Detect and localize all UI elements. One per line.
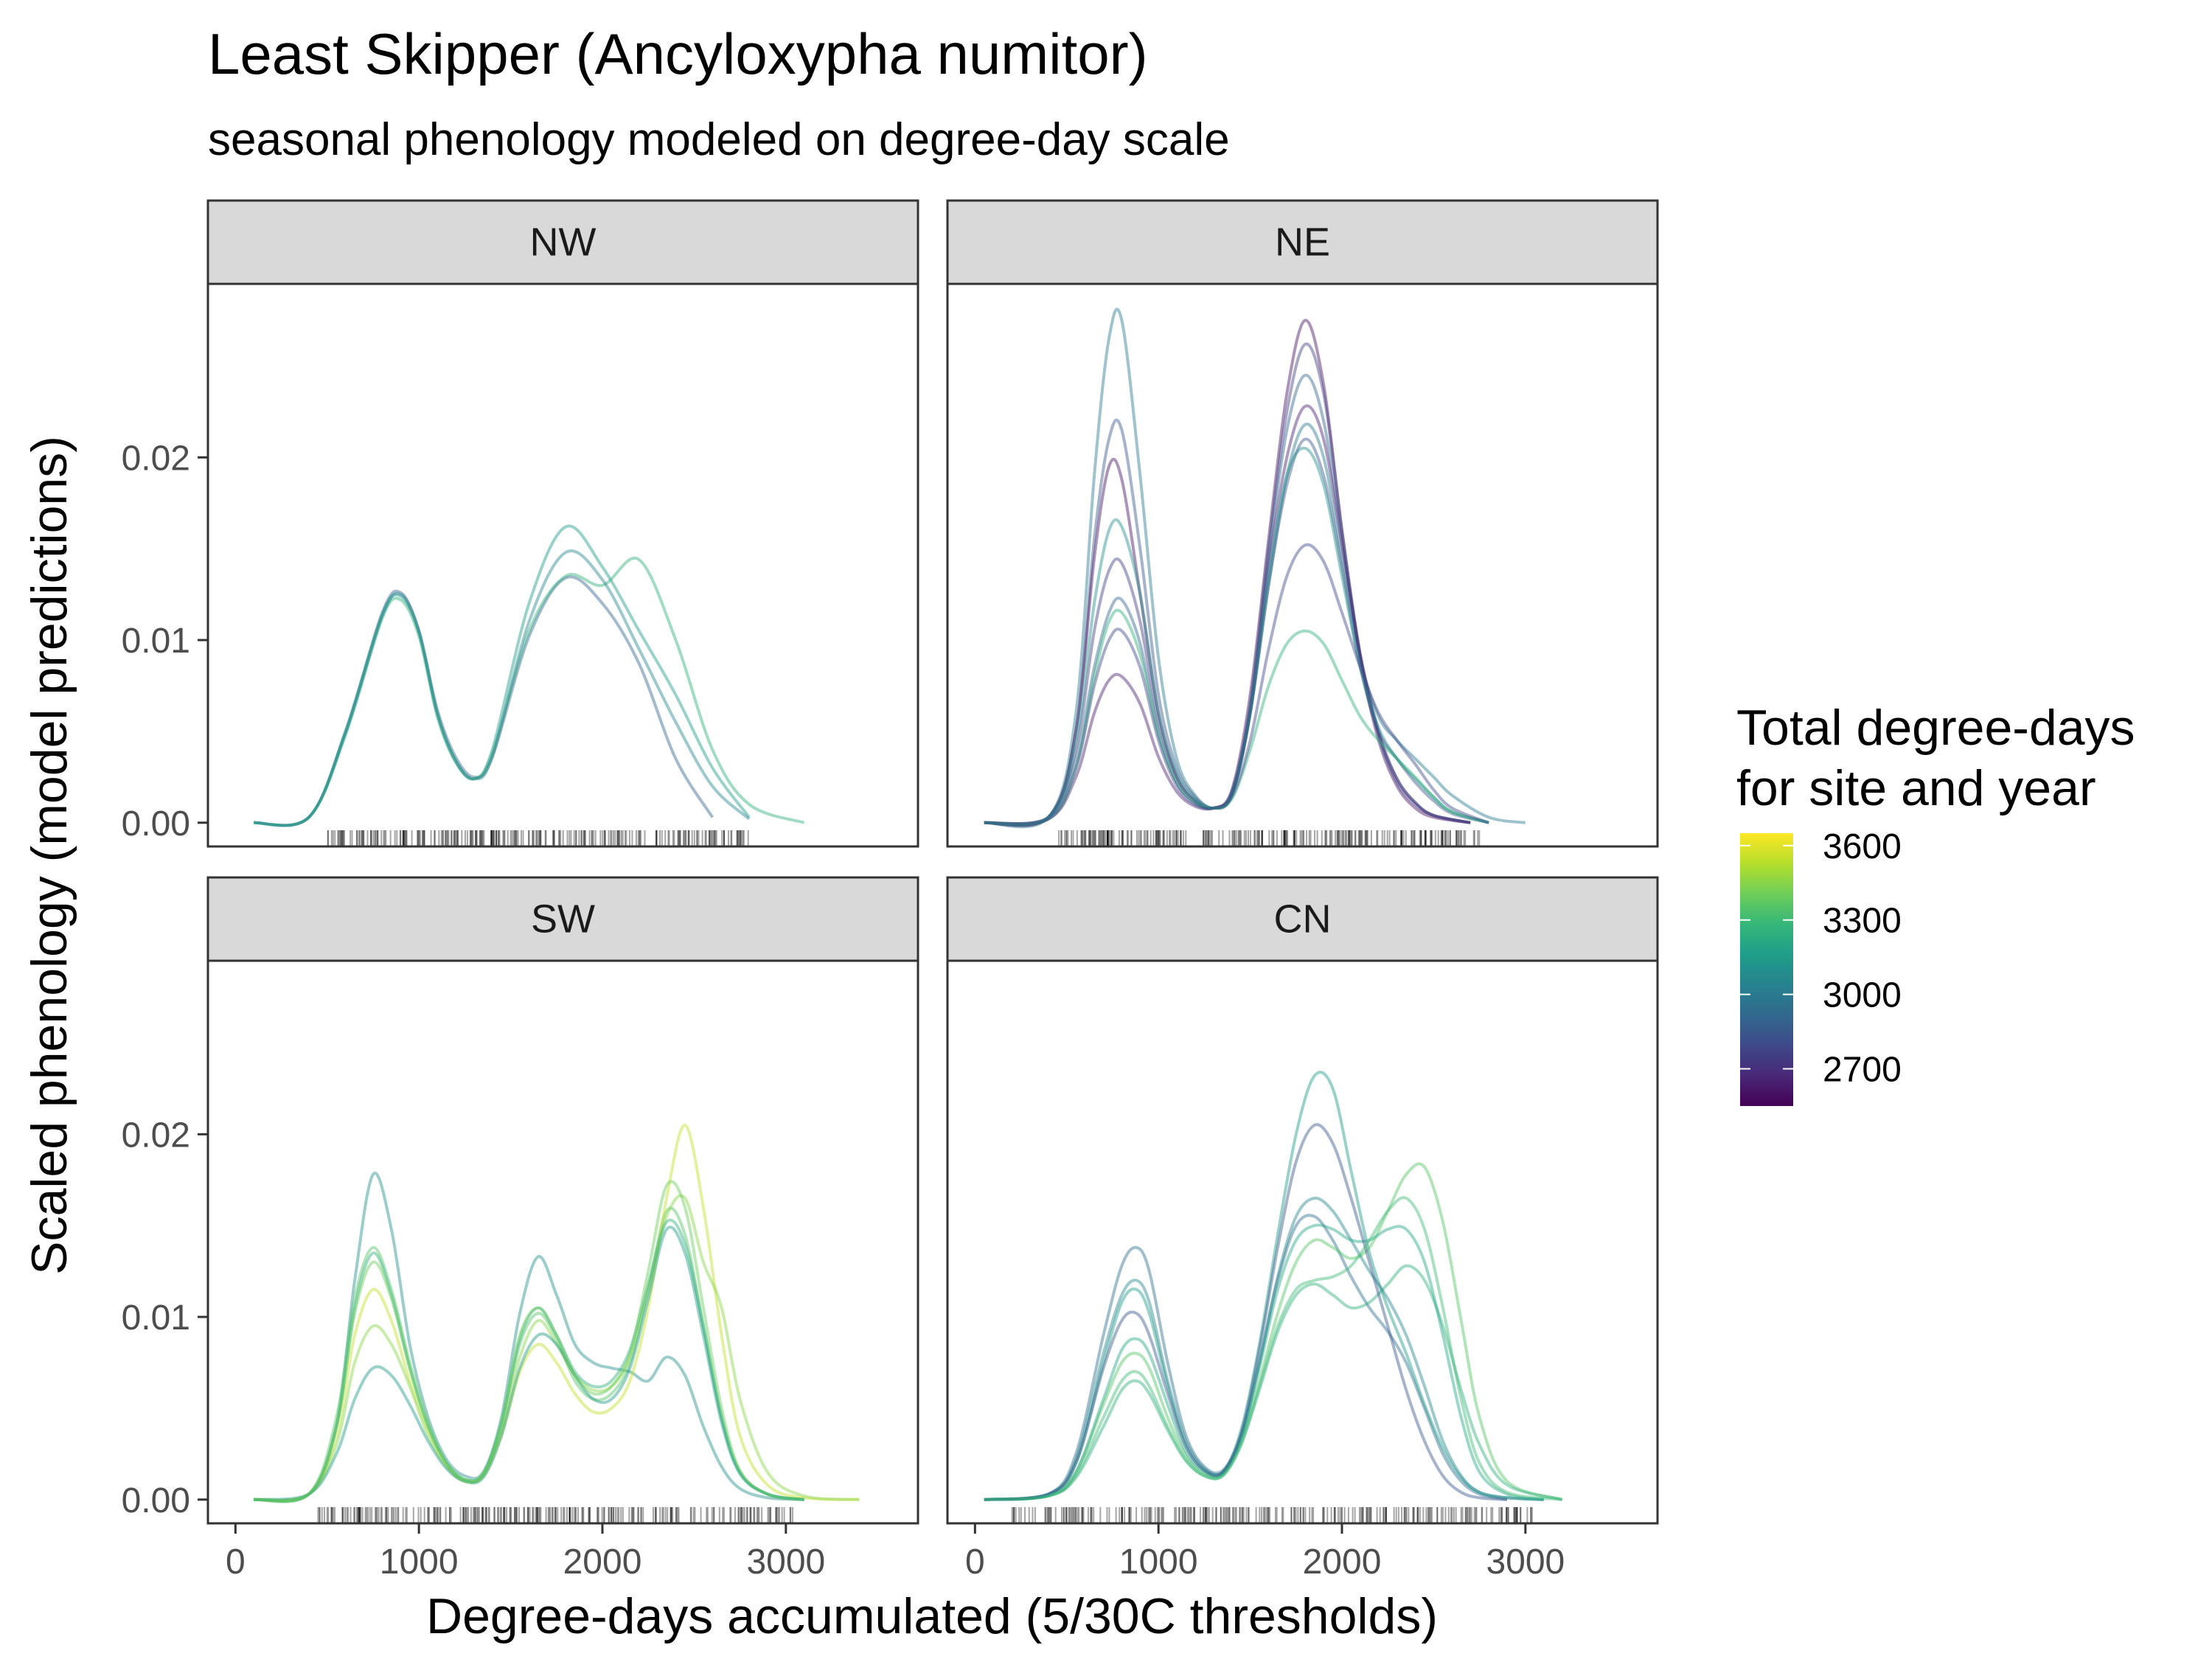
strip-label-ne: NE — [1275, 220, 1330, 265]
series-line-cn-8 — [984, 1196, 1562, 1501]
panel-border-ne — [946, 282, 1659, 848]
series-line-ne-1 — [984, 307, 1526, 829]
x-tick-label: 0 — [226, 1543, 246, 1582]
series-line-cn-1 — [984, 1214, 1508, 1501]
panel-background-ne — [947, 284, 1658, 846]
panel-background-sw — [208, 961, 918, 1523]
x-tick-label: 1000 — [380, 1543, 459, 1582]
series-line-nw-2 — [254, 524, 751, 827]
legend-title-line: Total degree-days — [1736, 700, 2135, 756]
strip-label-sw: SW — [531, 897, 595, 942]
series-line-cn-7 — [984, 1123, 1508, 1501]
legend-label: 3600 — [1823, 827, 1902, 866]
x-tick-label: 3000 — [746, 1543, 825, 1582]
series-line-sw-3 — [254, 1124, 860, 1503]
series-line-nw-1 — [254, 575, 714, 827]
y-tick-label: 0.01 — [122, 622, 190, 661]
x-axis-title: Degree-days accumulated (5/30C threshold… — [426, 1588, 1438, 1644]
legend-label: 2700 — [1823, 1051, 1902, 1090]
series-line-ne-7 — [984, 446, 1489, 827]
series-line-ne-4 — [984, 342, 1471, 826]
panel-border-sw — [206, 959, 919, 1525]
series-line-ne-6 — [984, 404, 1471, 825]
series-line-cn-5 — [984, 1196, 1544, 1501]
rug-sw — [317, 1507, 793, 1523]
strip-nw — [206, 199, 919, 285]
chart-title: Least Skipper (Ancyloxypha numitor) — [208, 21, 1148, 86]
panel-border-cn — [946, 959, 1659, 1525]
x-tick-label: 2000 — [563, 1543, 642, 1582]
legend-colorbar — [1740, 833, 1793, 1106]
series-line-nw-3 — [254, 556, 805, 827]
series-line-sw-1 — [254, 1172, 804, 1503]
series-line-cn-6 — [984, 1223, 1544, 1501]
y-tick-label: 0.00 — [122, 1481, 190, 1520]
color-legend: Total degree-days for site and year 3600 3… — [1736, 700, 2135, 1106]
series-line-sw-7 — [254, 1180, 804, 1503]
x-tick-label: 3000 — [1486, 1543, 1565, 1582]
rug-cn — [1011, 1507, 1533, 1523]
strip-cn — [946, 876, 1659, 962]
x-tick-label: 0 — [965, 1543, 985, 1582]
series-line-cn-4 — [984, 1264, 1563, 1501]
legend-label: 3300 — [1823, 902, 1902, 941]
rug-ne — [1058, 830, 1481, 846]
y-tick-label: 0.01 — [122, 1298, 190, 1338]
series-line-cn-2 — [984, 1071, 1544, 1501]
panel-border-nw — [206, 282, 919, 848]
x-tick-label: 1000 — [1119, 1543, 1198, 1582]
series-line-ne-5 — [984, 373, 1471, 826]
series-line-ne-2 — [984, 418, 1489, 827]
series-line-ne-3 — [984, 319, 1471, 827]
series-line-cn-3 — [984, 1162, 1563, 1501]
series-line-sw-6 — [254, 1225, 804, 1501]
series-line-ne-9 — [984, 543, 1489, 826]
panel-cn: CN 0 1000 2000 3000 — [946, 876, 1659, 1582]
series-line-sw-4 — [254, 1194, 860, 1502]
panel-ne: NE — [946, 199, 1659, 848]
panel-sw: SW 0.00 0.01 0.02 0 1000 2000 3000 — [122, 876, 919, 1582]
series-line-ne-8 — [984, 608, 1489, 826]
legend-label: 3000 — [1823, 976, 1902, 1015]
chart-subtitle: seasonal phenology modeled on degree-day… — [208, 114, 1230, 165]
series-line-nw-4 — [254, 549, 751, 827]
strip-sw — [206, 876, 919, 962]
panel-background-nw — [208, 284, 918, 846]
y-axis-title: Scaled phenology (model predictions) — [21, 436, 77, 1275]
series-line-sw-5 — [254, 1218, 804, 1503]
x-tick-label: 2000 — [1303, 1543, 1382, 1582]
strip-label-nw: NW — [530, 220, 597, 265]
rug-nw — [327, 830, 749, 846]
panel-nw: NW 0.00 0.01 0.02 — [122, 199, 919, 848]
panel-background-cn — [947, 961, 1658, 1523]
facet-panels: NW 0.00 0.01 0.02 NE SW 0.00 0.01 0.02 0 1000 2000 3… — [122, 199, 1659, 1582]
strip-ne — [946, 199, 1659, 285]
legend-title-line: for site and year — [1736, 760, 2096, 816]
y-tick-label: 0.02 — [122, 1116, 190, 1155]
strip-label-cn: CN — [1274, 897, 1332, 942]
series-line-sw-2 — [254, 1206, 804, 1503]
y-tick-label: 0.02 — [122, 439, 190, 478]
y-tick-label: 0.00 — [122, 804, 190, 844]
